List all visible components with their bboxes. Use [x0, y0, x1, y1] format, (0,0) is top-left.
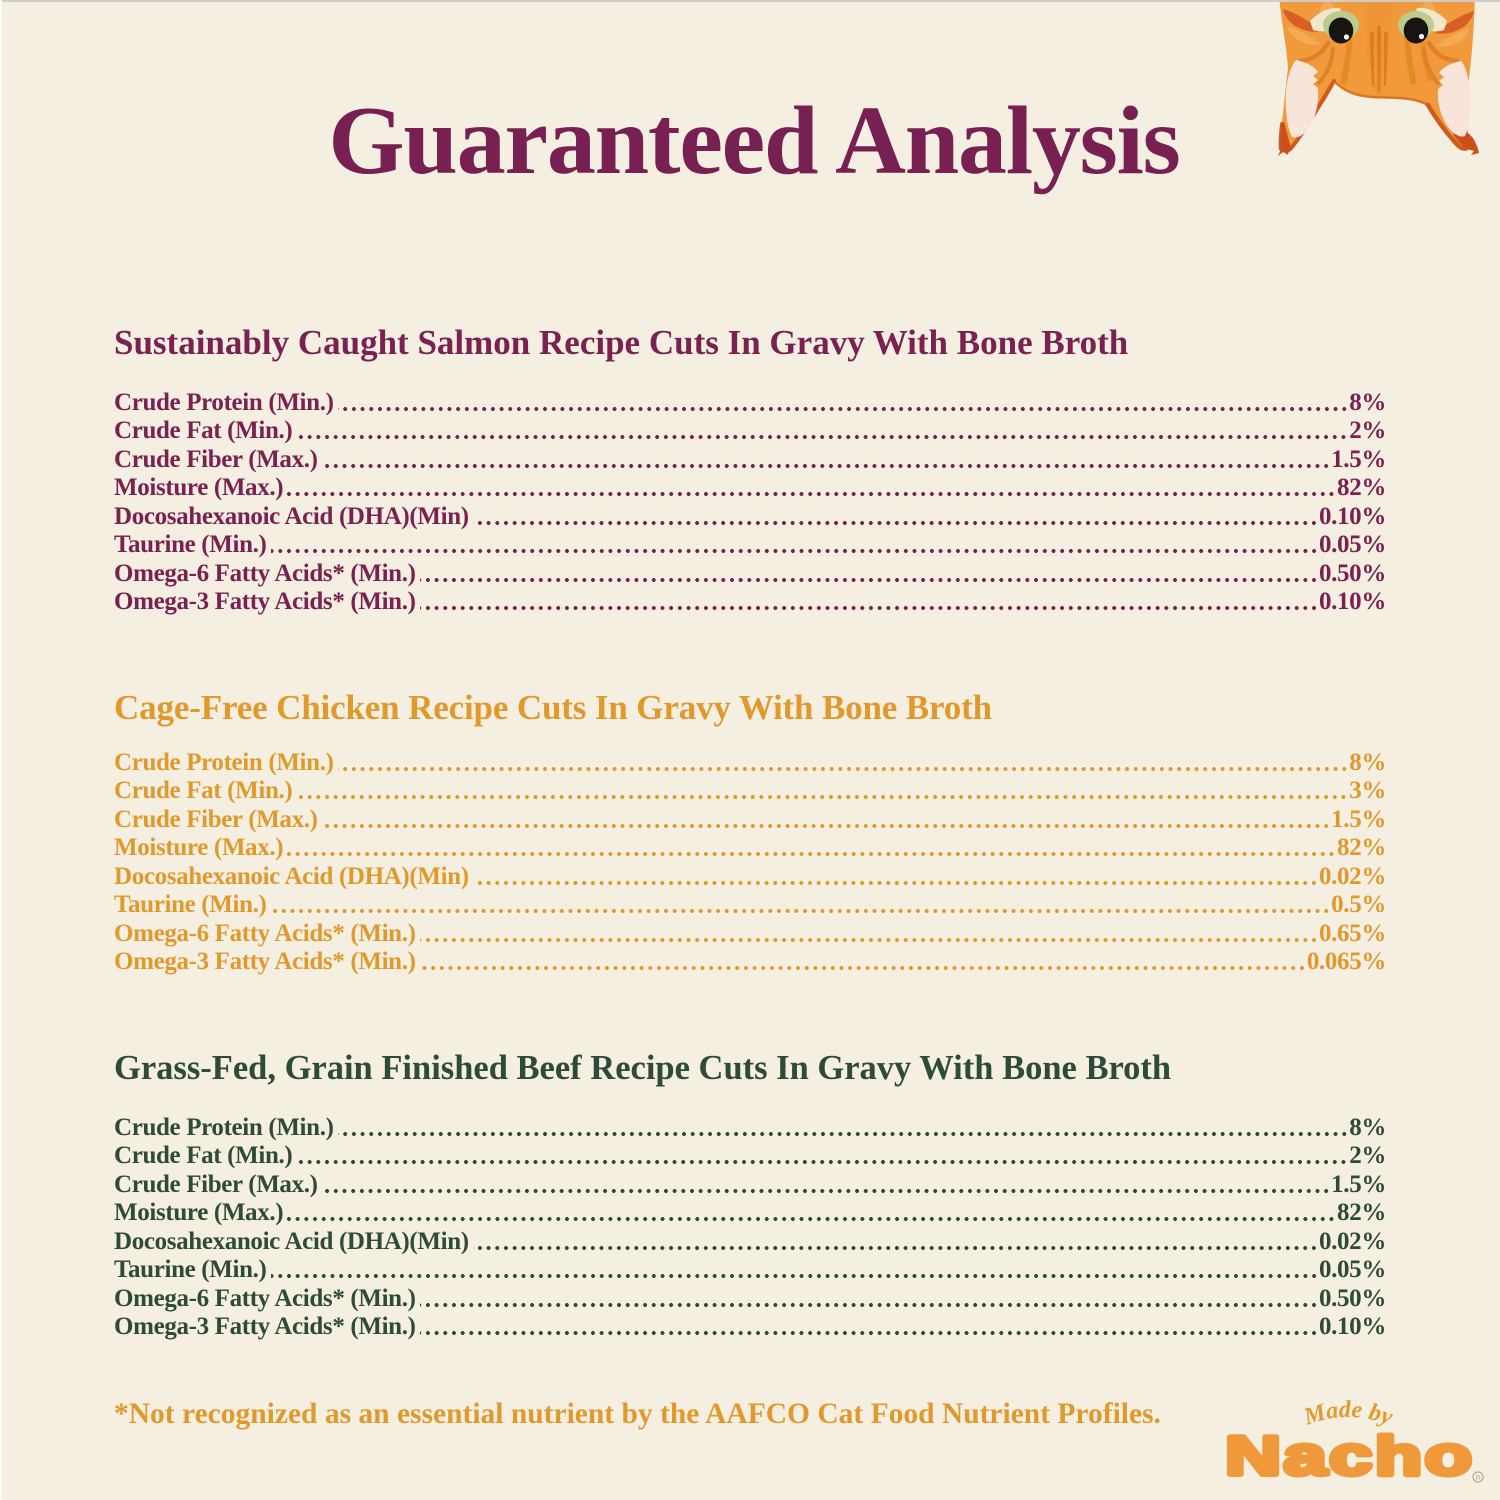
svg-text:R: R [1475, 1475, 1480, 1482]
svg-text:Nacho: Nacho [1225, 1425, 1474, 1487]
